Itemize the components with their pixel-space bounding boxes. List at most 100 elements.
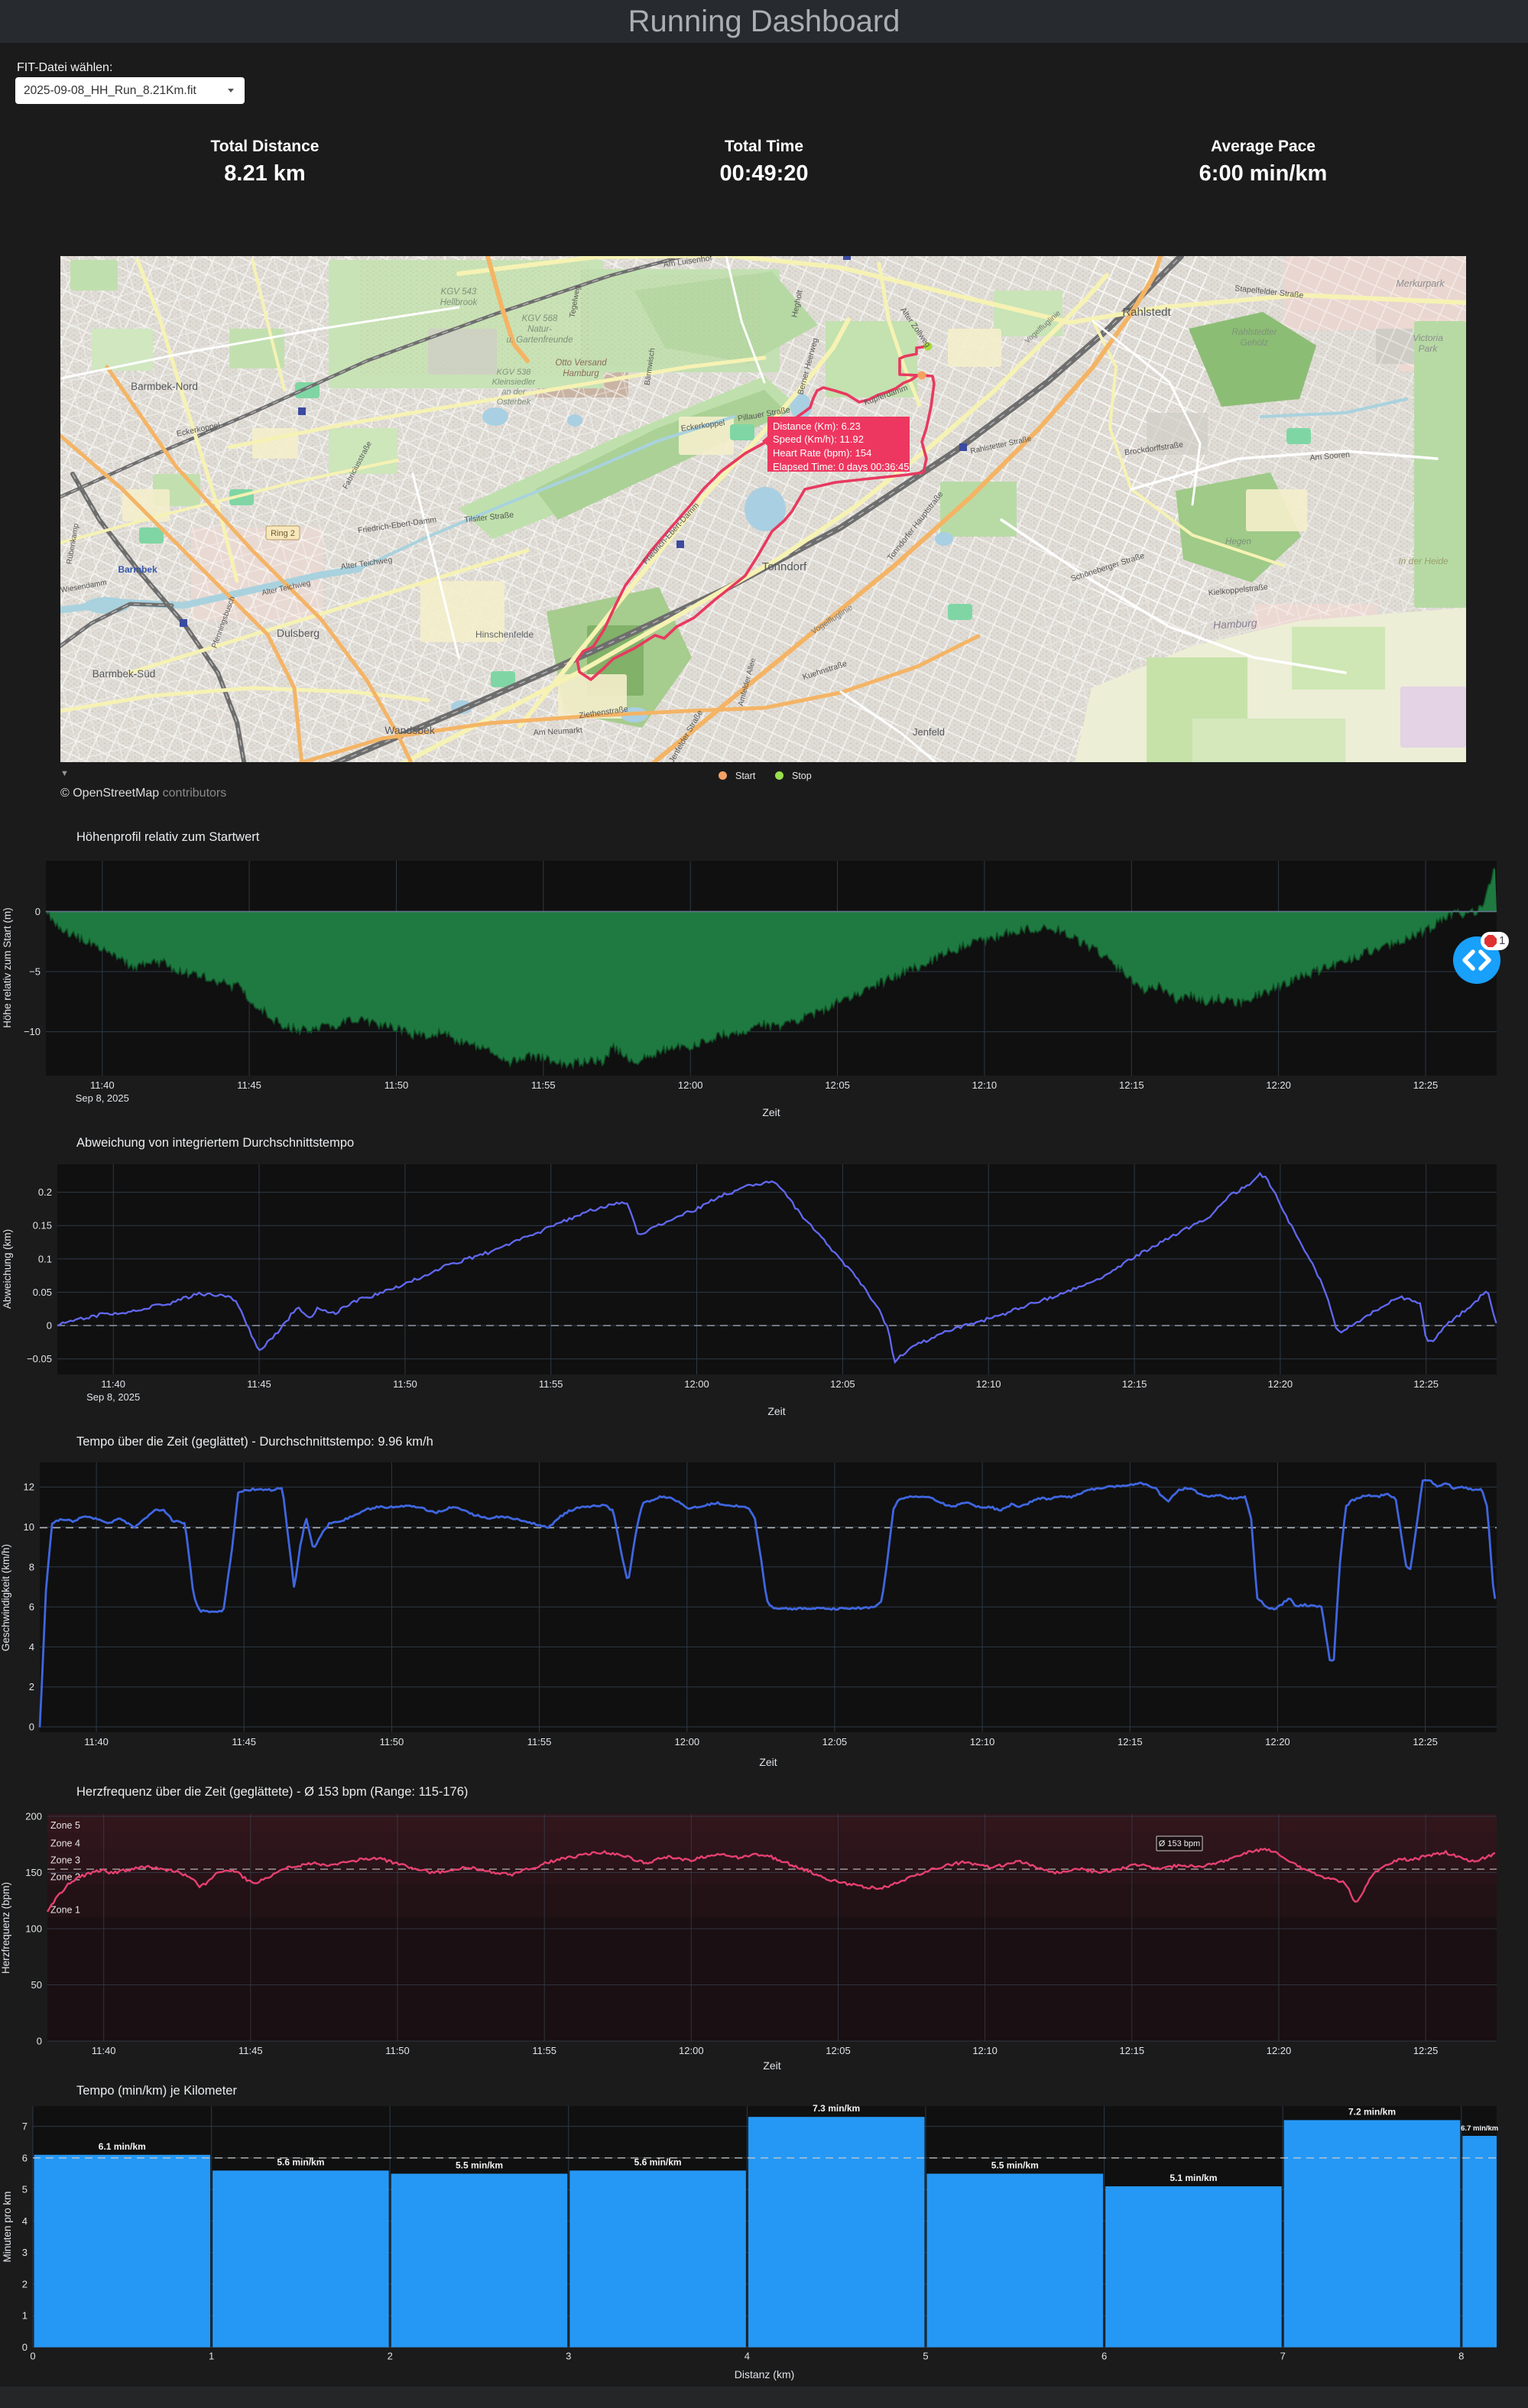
svg-text:Sep 8, 2025: Sep 8, 2025 [86, 1391, 140, 1403]
svg-text:Merkurpark: Merkurpark [1396, 278, 1445, 289]
svg-text:Hegen: Hegen [1225, 537, 1251, 547]
svg-text:3: 3 [22, 2247, 28, 2258]
svg-text:Zone 2: Zone 2 [50, 1872, 80, 1883]
svg-text:12:25: 12:25 [1413, 1079, 1439, 1091]
svg-text:Tempo über die Zeit (geglättet: Tempo über die Zeit (geglättet) - Durchs… [76, 1435, 433, 1449]
svg-text:11:50: 11:50 [380, 1736, 404, 1748]
svg-text:12:00: 12:00 [679, 2045, 704, 2056]
svg-text:Höhe relativ zum Start (m): Höhe relativ zum Start (m) [2, 907, 13, 1028]
svg-text:150: 150 [25, 1867, 42, 1878]
svg-text:11:55: 11:55 [531, 1079, 556, 1091]
svg-text:7.3 min/km: 7.3 min/km [813, 2103, 860, 2114]
svg-text:4: 4 [29, 1641, 34, 1653]
svg-text:In der Heide: In der Heide [1398, 556, 1449, 566]
svg-text:5: 5 [22, 2184, 28, 2195]
svg-text:12:15: 12:15 [1122, 1378, 1147, 1390]
svg-text:Sep 8, 2025: Sep 8, 2025 [76, 1092, 129, 1104]
svg-text:2: 2 [388, 2351, 393, 2362]
svg-text:Geschwindigkeit (km/h): Geschwindigkeit (km/h) [0, 1544, 11, 1651]
svg-text:12:25: 12:25 [1413, 1736, 1438, 1748]
svg-text:Elapsed Time: 0 days 00:36:45: Elapsed Time: 0 days 00:36:45 [773, 461, 910, 472]
svg-text:11:45: 11:45 [238, 2045, 263, 2056]
svg-text:Hamburg: Hamburg [1213, 617, 1258, 631]
svg-text:6: 6 [29, 1602, 34, 1613]
svg-text:11:55: 11:55 [527, 1736, 552, 1748]
svg-text:Osterbek: Osterbek [497, 398, 531, 407]
svg-text:11:40: 11:40 [92, 2045, 116, 2056]
svg-text:−0.05: −0.05 [27, 1353, 52, 1365]
svg-text:u. Gartenfreunde: u. Gartenfreunde [507, 336, 573, 345]
svg-text:Distanz (km): Distanz (km) [735, 2368, 795, 2380]
svg-text:Gehölz: Gehölz [1241, 339, 1269, 348]
svg-text:Abweichung von integriertem Du: Abweichung von integriertem Durchschnitt… [76, 1136, 354, 1150]
svg-text:11:55: 11:55 [539, 1378, 563, 1390]
svg-text:5: 5 [923, 2351, 928, 2362]
svg-text:Tonndorf: Tonndorf [762, 560, 807, 573]
svg-text:5.1 min/km: 5.1 min/km [1170, 2173, 1217, 2183]
svg-text:1: 1 [22, 2310, 28, 2322]
svg-text:Zeit: Zeit [767, 1405, 785, 1417]
svg-text:Otto Versand: Otto Versand [555, 359, 607, 368]
svg-text:12:25: 12:25 [1413, 2045, 1439, 2056]
svg-text:5.6 min/km: 5.6 min/km [277, 2156, 324, 2167]
svg-text:1: 1 [209, 2351, 214, 2362]
svg-text:0: 0 [29, 1722, 34, 1733]
svg-text:7.2 min/km: 7.2 min/km [1348, 2106, 1396, 2117]
svg-text:12:10: 12:10 [972, 2045, 998, 2056]
svg-text:12:05: 12:05 [825, 1079, 850, 1091]
svg-text:0.15: 0.15 [33, 1220, 52, 1232]
svg-text:11:45: 11:45 [237, 1079, 261, 1091]
svg-text:Ø 153 bpm: Ø 153 bpm [1159, 1839, 1200, 1848]
svg-text:11:40: 11:40 [101, 1378, 125, 1390]
svg-text:12:00: 12:00 [678, 1079, 703, 1091]
svg-text:2: 2 [22, 2279, 28, 2290]
svg-text:Wandsbek: Wandsbek [384, 724, 436, 736]
svg-text:11:55: 11:55 [532, 2045, 556, 2056]
svg-text:6.1 min/km: 6.1 min/km [99, 2141, 146, 2152]
svg-text:Park: Park [1419, 343, 1439, 354]
svg-text:12: 12 [24, 1481, 34, 1493]
svg-text:Am Sooren: Am Sooren [1309, 450, 1351, 463]
svg-text:Kleinsiedler: Kleinsiedler [492, 378, 537, 387]
svg-text:5.5 min/km: 5.5 min/km [456, 2160, 503, 2171]
svg-text:12:20: 12:20 [1268, 1378, 1293, 1390]
svg-text:0.1: 0.1 [38, 1253, 52, 1264]
svg-text:11:45: 11:45 [232, 1736, 256, 1748]
svg-text:Hamburg: Hamburg [563, 369, 599, 378]
svg-text:Herzfrequenz (bpm): Herzfrequenz (bpm) [0, 1882, 11, 1974]
svg-text:Zeit: Zeit [759, 1756, 777, 1768]
svg-text:12:10: 12:10 [970, 1736, 995, 1748]
svg-text:Rahlstedter: Rahlstedter [1232, 328, 1278, 337]
svg-text:Rahlstedt: Rahlstedt [1122, 306, 1171, 319]
svg-text:−10: −10 [24, 1026, 41, 1037]
svg-text:0: 0 [22, 2341, 28, 2353]
svg-text:4: 4 [22, 2215, 28, 2227]
svg-text:Speed (Km/h): 11.92: Speed (Km/h): 11.92 [773, 433, 864, 445]
svg-text:Höhenprofil relativ zum Startw: Höhenprofil relativ zum Startwert [76, 830, 260, 844]
svg-text:100: 100 [25, 1923, 42, 1935]
svg-text:Distance (Km): 6.23: Distance (Km): 6.23 [773, 420, 861, 432]
svg-text:Minuten pro km: Minuten pro km [2, 2191, 13, 2262]
svg-text:KGV 568: KGV 568 [522, 314, 558, 323]
svg-text:0.2: 0.2 [38, 1186, 52, 1198]
svg-text:8: 8 [29, 1561, 34, 1572]
svg-text:12:00: 12:00 [675, 1736, 700, 1748]
svg-text:Natur-: Natur- [527, 325, 552, 334]
svg-text:5.5 min/km: 5.5 min/km [991, 2160, 1039, 2171]
svg-text:7: 7 [1280, 2351, 1286, 2362]
svg-text:an der: an der [501, 388, 527, 397]
svg-text:Zone 5: Zone 5 [50, 1820, 80, 1831]
svg-text:3: 3 [566, 2351, 571, 2362]
svg-text:Zeit: Zeit [762, 1106, 780, 1118]
svg-text:Barmbek-Nord: Barmbek-Nord [131, 381, 198, 392]
svg-text:12:15: 12:15 [1120, 2045, 1145, 2056]
svg-text:7: 7 [22, 2121, 28, 2132]
svg-text:0.05: 0.05 [33, 1287, 52, 1298]
svg-text:12:15: 12:15 [1119, 1079, 1144, 1091]
svg-text:5.6 min/km: 5.6 min/km [634, 2156, 682, 2167]
svg-text:12:05: 12:05 [822, 1736, 848, 1748]
svg-text:11:50: 11:50 [384, 1079, 409, 1091]
svg-text:8: 8 [1458, 2351, 1464, 2362]
svg-text:Hinschenfelde: Hinschenfelde [475, 629, 534, 640]
svg-text:6: 6 [22, 2152, 28, 2163]
